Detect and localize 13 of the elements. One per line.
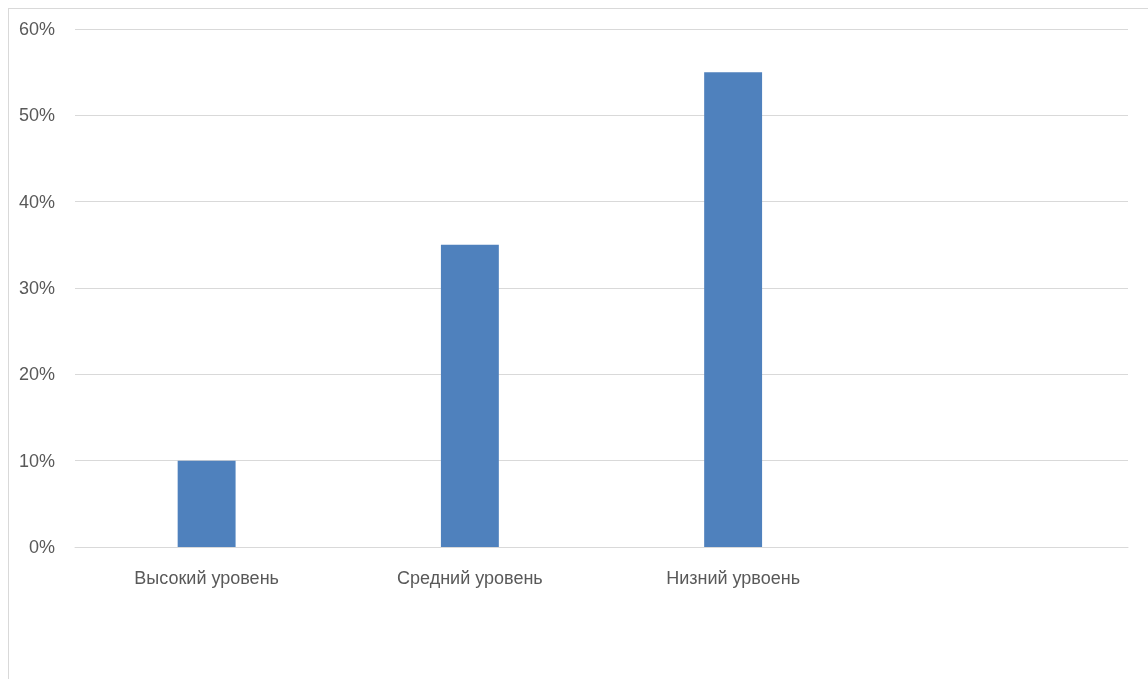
bar [177,460,236,547]
y-tick-label: 10% [18,450,55,471]
y-tick-label: 30% [18,278,55,298]
y-tick-label: 20% [18,364,55,385]
y-tick-label: 40% [18,191,55,212]
x-tick-label: Средний уровень [397,568,543,588]
y-tick-label: 50% [18,105,55,126]
bar [440,244,499,547]
y-tick-label: 60% [18,19,55,39]
x-tick-label: Низний урвоень [666,568,801,588]
y-tick-label: 0% [28,537,55,557]
x-tick-label: Высокий уровень [134,568,279,588]
bar [704,72,763,547]
